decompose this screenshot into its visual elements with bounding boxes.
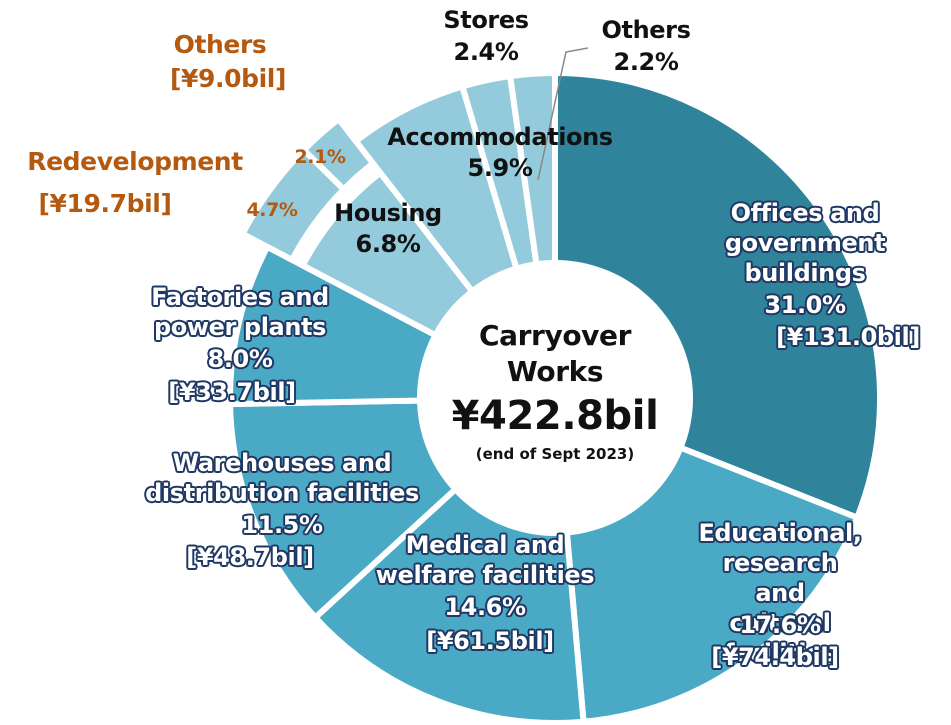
slice-amount-label: [¥33.7bil] bbox=[168, 378, 296, 406]
slice-value-label: 6.8% bbox=[355, 230, 421, 258]
slice-value-label: 8.0% bbox=[207, 345, 273, 373]
slice-label: Accommodations bbox=[387, 123, 613, 151]
slice-amount-label: [¥74.4bil] bbox=[711, 643, 839, 671]
slice-value-label: 17.6% bbox=[739, 611, 821, 639]
slice-label: Educational, research and cultural facil… bbox=[698, 519, 862, 667]
leader-line bbox=[537, 47, 589, 181]
center-title: Carryover Works bbox=[479, 319, 631, 388]
donut bbox=[227, 69, 883, 725]
slice-value-label: 2.4% bbox=[453, 38, 519, 66]
slice-label: Stores bbox=[443, 6, 529, 34]
slice-amount-label: [¥131.0bil] bbox=[776, 323, 920, 351]
sub-slice-value-label: 4.7% bbox=[246, 199, 298, 221]
slice-label: Others bbox=[601, 16, 691, 44]
slice-label: Housing bbox=[334, 199, 442, 227]
sub-slice-label: Redevelopment bbox=[27, 147, 243, 176]
sub-slice-amount-label: [¥9.0bil] bbox=[170, 64, 286, 93]
sub-slice-amount-label: [¥19.7bil] bbox=[38, 189, 172, 218]
donut-hole bbox=[417, 260, 693, 536]
slice-label: Offices and government buildings bbox=[724, 199, 886, 287]
slice-value-label: 2.2% bbox=[613, 48, 679, 76]
slice-value-label: 5.9% bbox=[467, 154, 533, 182]
slice-label: Factories and power plants bbox=[151, 283, 329, 341]
slice-amount-label: [¥61.5bil] bbox=[426, 627, 554, 655]
slice-label: Medical and welfare facilities bbox=[375, 531, 595, 589]
slice-value-label: 31.0% bbox=[764, 291, 846, 319]
slice-value-label: 14.6% bbox=[444, 593, 526, 621]
slice-value-label: 11.5% bbox=[241, 511, 323, 539]
center-total: ¥422.8bil bbox=[451, 393, 659, 439]
sub-slice-label: Others bbox=[173, 30, 267, 59]
sub-slice-value-label: 2.1% bbox=[294, 146, 346, 168]
exploded-slice bbox=[299, 114, 378, 194]
center-note: (end of Sept 2023) bbox=[475, 445, 635, 463]
slice-label: Warehouses and distribution facilities bbox=[145, 449, 419, 507]
slice-amount-label: [¥48.7bil] bbox=[186, 543, 314, 571]
